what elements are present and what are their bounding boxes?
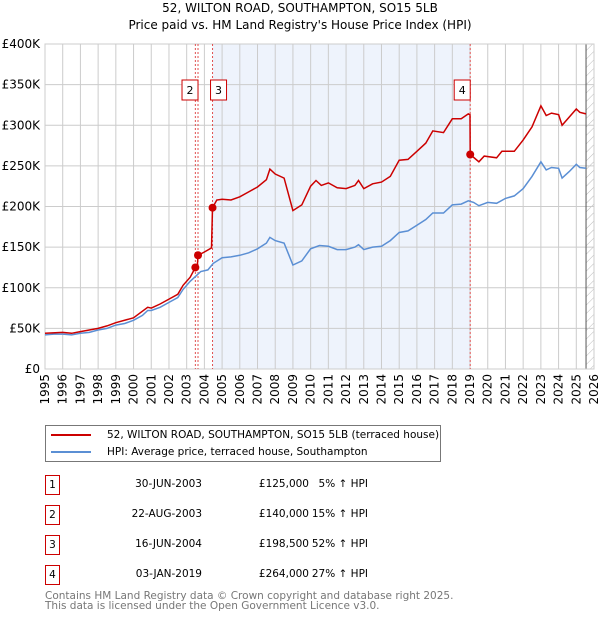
legend-swatch-blue (51, 451, 91, 453)
x-tick-label: 1995 (38, 374, 52, 405)
y-tick-label: £300K (2, 118, 42, 132)
transaction-date: 03-JAN-2019 (135, 568, 202, 580)
x-tick-label: 1996 (56, 374, 70, 405)
x-tick-label: 2009 (286, 374, 300, 405)
transaction-point-2 (194, 251, 203, 260)
x-tick-label: 1999 (109, 374, 123, 405)
y-tick-label: £350K (2, 78, 42, 92)
x-tick-label: 2023 (534, 374, 548, 405)
marker-label: 3 (215, 84, 222, 97)
chart-subtitle: Price paid vs. HM Land Registry's House … (128, 18, 472, 32)
x-tick-label: 2019 (463, 374, 477, 405)
y-tick-label: £0 (25, 362, 40, 376)
transaction-number: 3 (45, 535, 60, 555)
x-tick-label: 2005 (215, 374, 229, 405)
transaction-hpi-change: 5% ↑ HPI (318, 478, 368, 490)
legend-item-hpi: HPI: Average price, terraced house, Sout… (46, 444, 368, 460)
y-tick-label: £100K (2, 281, 42, 295)
transaction-price: £198,500 (258, 538, 309, 550)
transaction-marker-4: 4 (453, 79, 471, 101)
x-tick-label: 2004 (197, 374, 211, 405)
x-tick-label: 2017 (428, 374, 442, 405)
transaction-row: 4 03-JAN-2019 £264,000 27% ↑ HPI (45, 565, 445, 585)
x-tick-label: 2001 (144, 374, 158, 405)
x-tick-label: 2013 (357, 374, 371, 405)
hpi-line (44, 160, 587, 336)
x-tick-label: 2025 (569, 374, 583, 405)
marker-label: 4 (459, 84, 466, 97)
transaction-date: 16-JUN-2004 (135, 538, 202, 550)
legend-label: 52, WILTON ROAD, SOUTHAMPTON, SO15 5LB (… (107, 429, 440, 441)
x-tick-label: 2020 (481, 374, 495, 405)
plot-border (44, 43, 595, 370)
x-tick-label: 2022 (516, 374, 530, 405)
x-tick-label: 2000 (127, 374, 141, 405)
transaction-row: 3 16-JUN-2004 £198,500 52% ↑ HPI (45, 535, 445, 555)
x-tick-label: 2018 (445, 374, 459, 405)
transaction-hpi-change: 27% ↑ HPI (311, 568, 368, 580)
price-chart: £0 £50K £100K £150K £200K £250K £300K £350K £400… (2, 37, 600, 405)
transaction-number: 1 (45, 475, 60, 495)
y-tick-label: £250K (2, 159, 42, 173)
transaction-marker-2: 2 (181, 79, 199, 101)
y-tick-label: £400K (2, 37, 42, 51)
marker-box (181, 79, 199, 101)
transaction-hpi-change: 15% ↑ HPI (311, 508, 368, 520)
x-tick-label: 2021 (498, 374, 512, 405)
transaction-price: £140,000 (258, 508, 309, 520)
transaction-number: 4 (45, 565, 60, 585)
legend-swatch-red (51, 434, 91, 436)
x-tick-label: 2012 (339, 374, 353, 405)
transaction-point-1 (191, 263, 200, 272)
x-tick-label: 2011 (321, 374, 335, 405)
x-tick-label: 2006 (233, 374, 247, 405)
marker-label: 2 (187, 84, 194, 97)
legend: 52, WILTON ROAD, SOUTHAMPTON, SO15 5LB (… (45, 425, 441, 462)
marker-box (453, 79, 471, 101)
chart-title: 52, WILTON ROAD, SOUTHAMPTON, SO15 5LB (162, 1, 438, 15)
transaction-point-3 (208, 203, 217, 212)
transaction-row: 1 30-JUN-2003 £125,000 5% ↑ HPI (45, 475, 445, 495)
x-tick-label: 2003 (180, 374, 194, 405)
x-tick-label: 2008 (268, 374, 282, 405)
x-tick-label: 2015 (392, 374, 406, 405)
price-paid-line (44, 104, 587, 335)
x-tick-label: 2010 (304, 374, 318, 405)
transaction-date: 30-JUN-2003 (135, 478, 202, 490)
transaction-price: £264,000 (258, 568, 309, 580)
x-tick-label: 2026 (587, 374, 600, 405)
x-tick-label: 1997 (73, 374, 87, 405)
x-tick-label: 2016 (410, 374, 424, 405)
transaction-point-4 (466, 150, 475, 159)
x-tick-label: 2007 (251, 374, 265, 405)
legend-item-property: 52, WILTON ROAD, SOUTHAMPTON, SO15 5LB (… (46, 427, 439, 443)
transaction-row: 2 22-AUG-2003 £140,000 15% ↑ HPI (45, 505, 445, 525)
y-tick-label: £150K (2, 240, 42, 254)
footer-copyright: Contains HM Land Registry data © Crown c… (45, 590, 454, 602)
transaction-date: 22-AUG-2003 (131, 508, 202, 520)
footer-licence: This data is licensed under the Open Gov… (45, 600, 380, 612)
marker-box (210, 79, 228, 101)
transaction-marker-3: 3 (210, 79, 228, 101)
transaction-price: £125,000 (258, 478, 309, 490)
x-tick-label: 2024 (552, 374, 566, 405)
x-tick-label: 1998 (91, 374, 105, 405)
legend-label: HPI: Average price, terraced house, Sout… (107, 446, 368, 458)
transaction-hpi-change: 52% ↑ HPI (311, 538, 368, 550)
transaction-number: 2 (45, 505, 60, 525)
x-tick-label: 2014 (374, 374, 388, 405)
y-tick-label: £200K (2, 200, 42, 214)
x-tick-label: 2002 (162, 374, 176, 405)
y-tick-label: £50K (9, 321, 41, 335)
